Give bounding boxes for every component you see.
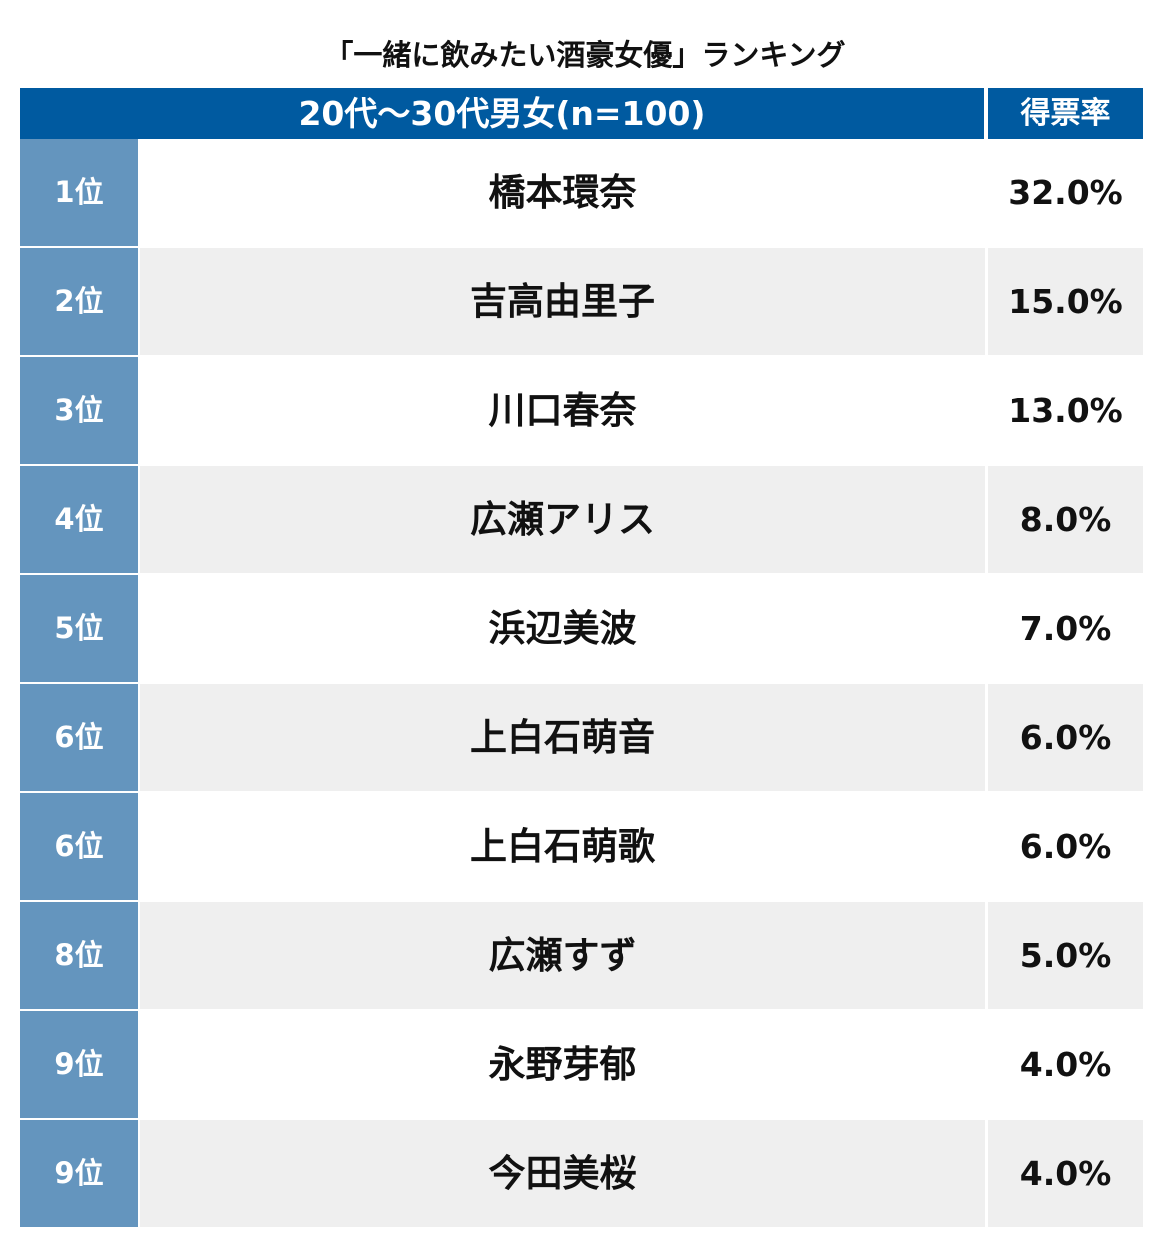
vote-rate: 6.0% <box>988 684 1143 791</box>
actress-name: 今田美桜 <box>140 1120 985 1227</box>
vote-rate: 13.0% <box>988 357 1143 464</box>
rank-label: 5位 <box>20 575 138 682</box>
rank-label: 2位 <box>20 248 138 355</box>
rank-label: 3位 <box>20 357 138 464</box>
table-row: 2位 吉高由里子 15.0% <box>0 248 1170 357</box>
table-row: 9位 今田美桜 4.0% <box>0 1120 1170 1229</box>
vote-rate: 15.0% <box>988 248 1143 355</box>
rank-label: 6位 <box>20 793 138 900</box>
header-rate: 得票率 <box>988 88 1143 139</box>
vote-rate: 7.0% <box>988 575 1143 682</box>
actress-name: 浜辺美波 <box>140 575 985 682</box>
table-row: 6位 上白石萌歌 6.0% <box>0 793 1170 902</box>
table-row: 9位 永野芽郁 4.0% <box>0 1011 1170 1120</box>
chart-title: 「一緒に飲みたい酒豪女優」ランキング <box>324 38 846 72</box>
vote-rate: 4.0% <box>988 1120 1143 1227</box>
actress-name: 吉高由里子 <box>140 248 985 355</box>
actress-name: 永野芽郁 <box>140 1011 985 1118</box>
rank-label: 6位 <box>20 684 138 791</box>
actress-name: 上白石萌音 <box>140 684 985 791</box>
vote-rate: 6.0% <box>988 793 1143 900</box>
actress-name: 上白石萌歌 <box>140 793 985 900</box>
rank-label: 8位 <box>20 902 138 1009</box>
table-row: 6位 上白石萌音 6.0% <box>0 684 1170 793</box>
actress-name: 広瀬アリス <box>140 466 985 573</box>
table-row: 8位 広瀬すず 5.0% <box>0 902 1170 1011</box>
rank-label: 1位 <box>20 139 138 246</box>
actress-name: 橋本環奈 <box>140 139 985 246</box>
rank-label: 9位 <box>20 1011 138 1118</box>
actress-name: 広瀬すず <box>140 902 985 1009</box>
table-row: 3位 川口春奈 13.0% <box>0 357 1170 466</box>
rank-label: 9位 <box>20 1120 138 1227</box>
vote-rate: 5.0% <box>988 902 1143 1009</box>
actress-name: 川口春奈 <box>140 357 985 464</box>
table-row: 5位 浜辺美波 7.0% <box>0 575 1170 684</box>
rank-label: 4位 <box>20 466 138 573</box>
vote-rate: 4.0% <box>988 1011 1143 1118</box>
table-row: 4位 広瀬アリス 8.0% <box>0 466 1170 575</box>
table-row: 1位 橋本環奈 32.0% <box>0 139 1170 248</box>
vote-rate: 32.0% <box>988 139 1143 246</box>
vote-rate: 8.0% <box>988 466 1143 573</box>
header-group: 20代〜30代男女(n=100) <box>20 88 984 139</box>
